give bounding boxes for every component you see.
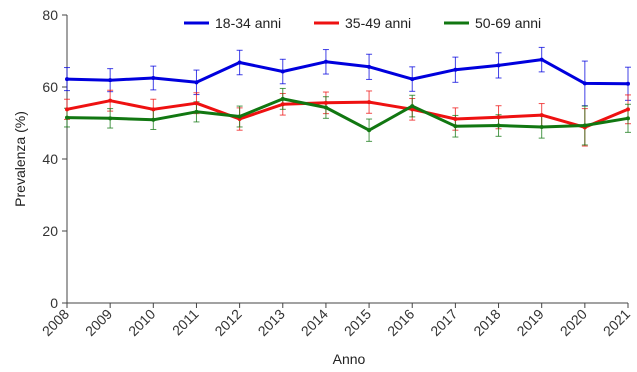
data-point [496, 63, 501, 68]
data-point [410, 104, 415, 109]
series-line [66, 97, 629, 132]
data-point [108, 78, 113, 83]
series-line [66, 58, 629, 86]
data-point [626, 116, 630, 121]
x-tick-label: 2021 [600, 306, 633, 339]
data-point [280, 102, 285, 107]
y-tick-label: 40 [42, 151, 58, 167]
data-point [65, 77, 69, 82]
data-point [367, 100, 372, 105]
data-point [151, 107, 156, 112]
data-point [108, 116, 113, 121]
x-tick-label: 2015 [341, 306, 374, 339]
x-tick-label: 2016 [384, 306, 417, 339]
y-tick-label: 80 [42, 7, 58, 23]
data-point [151, 117, 156, 122]
data-point [280, 96, 285, 101]
data-point [194, 80, 199, 85]
data-point [237, 60, 242, 65]
x-tick-label: 2010 [125, 306, 158, 339]
x-tick-label: 2017 [427, 306, 460, 339]
series-lines [65, 57, 630, 133]
data-point [539, 113, 544, 118]
x-tick-label: 2008 [39, 306, 72, 339]
data-point [194, 109, 199, 114]
data-point [367, 128, 372, 133]
data-point [323, 100, 328, 105]
data-point [410, 77, 415, 82]
y-tick-label: 20 [42, 223, 58, 239]
data-point [194, 101, 199, 106]
data-point [626, 81, 630, 86]
data-point [582, 123, 587, 128]
x-tick-label: 2011 [169, 306, 202, 339]
x-tick-label: 2012 [211, 306, 244, 339]
data-point [453, 124, 458, 129]
data-point [237, 114, 242, 119]
axes: 0 20 40 60 80 2008 2009 2010 2011 2012 2013 2014 201… [39, 7, 633, 339]
data-point [323, 59, 328, 64]
x-tick-label: 2020 [557, 306, 590, 339]
data-point [151, 76, 156, 80]
x-tick-label: 2009 [82, 306, 115, 339]
data-point [539, 124, 544, 129]
y-tick-label: 60 [42, 79, 58, 95]
x-tick-label: 2018 [470, 306, 503, 339]
y-tick-label: 0 [50, 295, 58, 311]
x-axis-title: Anno [333, 351, 366, 367]
y-axis-title: Prevalenza (%) [12, 111, 28, 207]
data-point [453, 67, 458, 72]
legend-label: 35-49 anni [345, 15, 411, 31]
data-point [367, 64, 372, 69]
data-point [496, 123, 501, 128]
data-point [496, 115, 501, 120]
data-point [539, 57, 544, 62]
legend-label: 50-69 anni [475, 15, 541, 31]
x-tick-label: 2013 [255, 306, 288, 339]
data-point [453, 117, 458, 122]
data-point [323, 105, 328, 110]
x-tick-label: 2019 [513, 306, 546, 339]
legend-label: 18-34 anni [215, 15, 281, 31]
data-point [108, 98, 113, 103]
data-point [582, 81, 587, 86]
data-point [280, 69, 285, 74]
legend: 18-34 anni 35-49 anni 50-69 anni [184, 15, 541, 31]
data-point [65, 107, 69, 112]
data-point [626, 107, 630, 112]
data-point [65, 115, 69, 120]
series-line [66, 99, 629, 129]
x-tick-label: 2014 [298, 306, 331, 339]
